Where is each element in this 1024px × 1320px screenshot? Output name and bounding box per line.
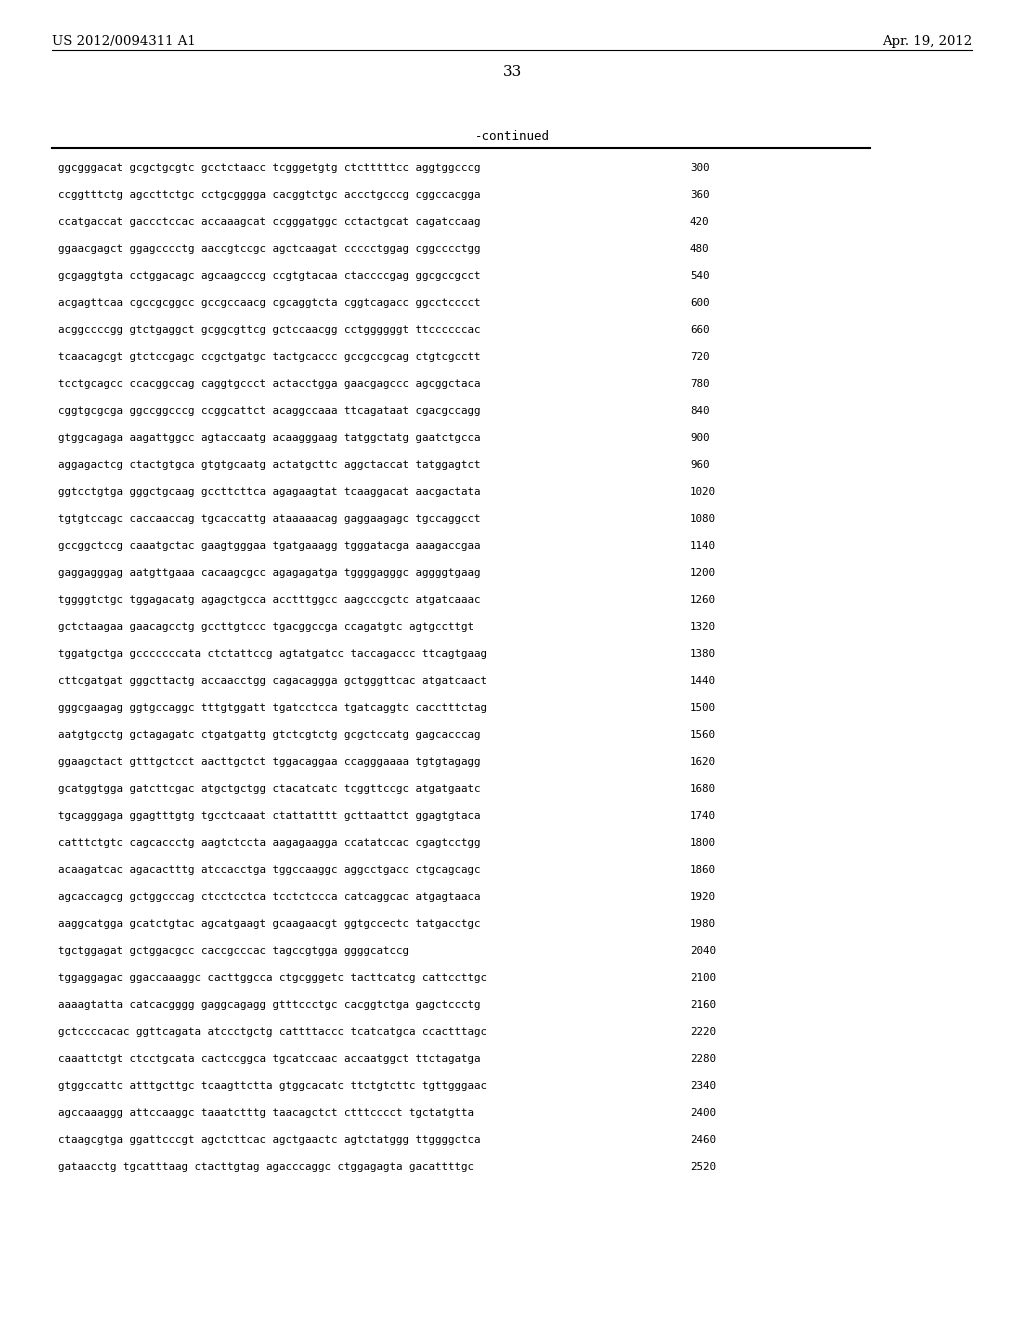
Text: 780: 780 <box>690 379 710 389</box>
Text: gctctaagaa gaacagcctg gccttgtccc tgacggccga ccagatgtc agtgccttgt: gctctaagaa gaacagcctg gccttgtccc tgacggc… <box>58 622 474 632</box>
Text: 1800: 1800 <box>690 838 716 847</box>
Text: gggcgaagag ggtgccaggc tttgtggatt tgatcctcca tgatcaggtc cacctttctag: gggcgaagag ggtgccaggc tttgtggatt tgatcct… <box>58 704 487 713</box>
Text: 2100: 2100 <box>690 973 716 983</box>
Text: 1020: 1020 <box>690 487 716 498</box>
Text: gccggctccg caaatgctac gaagtgggaa tgatgaaagg tgggatacga aaagaccgaa: gccggctccg caaatgctac gaagtgggaa tgatgaa… <box>58 541 480 550</box>
Text: gcgaggtgta cctggacagc agcaagcccg ccgtgtacaa ctaccccgag ggcgccgcct: gcgaggtgta cctggacagc agcaagcccg ccgtgta… <box>58 271 480 281</box>
Text: 1500: 1500 <box>690 704 716 713</box>
Text: US 2012/0094311 A1: US 2012/0094311 A1 <box>52 36 196 48</box>
Text: ggtcctgtga gggctgcaag gccttcttca agagaagtat tcaaggacat aacgactata: ggtcctgtga gggctgcaag gccttcttca agagaag… <box>58 487 480 498</box>
Text: gataacctg tgcatttaag ctacttgtag agacccaggc ctggagagta gacattttgc: gataacctg tgcatttaag ctacttgtag agacccag… <box>58 1162 474 1172</box>
Text: 960: 960 <box>690 459 710 470</box>
Text: 480: 480 <box>690 244 710 253</box>
Text: gcatggtgga gatcttcgac atgctgctgg ctacatcatc tcggttccgc atgatgaatc: gcatggtgga gatcttcgac atgctgctgg ctacatc… <box>58 784 480 795</box>
Text: acaagatcac agacactttg atccacctga tggccaaggc aggcctgacc ctgcagcagc: acaagatcac agacactttg atccacctga tggccaa… <box>58 865 480 875</box>
Text: 420: 420 <box>690 216 710 227</box>
Text: agcaccagcg gctggcccag ctcctcctca tcctctccca catcaggcac atgagtaaca: agcaccagcg gctggcccag ctcctcctca tcctctc… <box>58 892 480 902</box>
Text: 1920: 1920 <box>690 892 716 902</box>
Text: catttctgtc cagcaccctg aagtctccta aagagaagga ccatatccac cgagtcctgg: catttctgtc cagcaccctg aagtctccta aagagaa… <box>58 838 480 847</box>
Text: agccaaaggg attccaaggc taaatctttg taacagctct ctttcccct tgctatgtta: agccaaaggg attccaaggc taaatctttg taacagc… <box>58 1107 474 1118</box>
Text: tcaacagcgt gtctccgagc ccgctgatgc tactgcaccc gccgccgcag ctgtcgcctt: tcaacagcgt gtctccgagc ccgctgatgc tactgca… <box>58 352 480 362</box>
Text: 1080: 1080 <box>690 513 716 524</box>
Text: tggaggagac ggaccaaaggc cacttggcca ctgcgggetc tacttcatcg cattccttgc: tggaggagac ggaccaaaggc cacttggcca ctgcgg… <box>58 973 487 983</box>
Text: 1560: 1560 <box>690 730 716 741</box>
Text: ccggtttctg agccttctgc cctgcgggga cacggtctgc accctgcccg cggccacgga: ccggtttctg agccttctgc cctgcgggga cacggtc… <box>58 190 480 201</box>
Text: aaaagtatta catcacgggg gaggcagagg gtttccctgc cacggtctga gagctccctg: aaaagtatta catcacgggg gaggcagagg gtttccc… <box>58 1001 480 1010</box>
Text: tcctgcagcc ccacggccag caggtgccct actacctgga gaacgagccc agcggctaca: tcctgcagcc ccacggccag caggtgccct actacct… <box>58 379 480 389</box>
Text: ggaacgagct ggagcccctg aaccgtccgc agctcaagat ccccctggag cggcccctgg: ggaacgagct ggagcccctg aaccgtccgc agctcaa… <box>58 244 480 253</box>
Text: 840: 840 <box>690 407 710 416</box>
Text: tgtgtccagc caccaaccag tgcaccattg ataaaaacag gaggaagagc tgccaggcct: tgtgtccagc caccaaccag tgcaccattg ataaaaa… <box>58 513 480 524</box>
Text: 1680: 1680 <box>690 784 716 795</box>
Text: 2040: 2040 <box>690 946 716 956</box>
Text: 2520: 2520 <box>690 1162 716 1172</box>
Text: 1620: 1620 <box>690 756 716 767</box>
Text: 1320: 1320 <box>690 622 716 632</box>
Text: 300: 300 <box>690 162 710 173</box>
Text: gtggcagaga aagattggcc agtaccaatg acaagggaag tatggctatg gaatctgcca: gtggcagaga aagattggcc agtaccaatg acaaggg… <box>58 433 480 444</box>
Text: Apr. 19, 2012: Apr. 19, 2012 <box>882 36 972 48</box>
Text: 2340: 2340 <box>690 1081 716 1092</box>
Text: 2400: 2400 <box>690 1107 716 1118</box>
Text: acggccccgg gtctgaggct gcggcgttcg gctccaacgg cctggggggt ttccccccac: acggccccgg gtctgaggct gcggcgttcg gctccaa… <box>58 325 480 335</box>
Text: acgagttcaa cgccgcggcc gccgccaacg cgcaggtcta cggtcagacc ggcctcccct: acgagttcaa cgccgcggcc gccgccaacg cgcaggt… <box>58 298 480 308</box>
Text: 2160: 2160 <box>690 1001 716 1010</box>
Text: 2280: 2280 <box>690 1053 716 1064</box>
Text: gctccccacac ggttcagata atccctgctg cattttaccc tcatcatgca ccactttagc: gctccccacac ggttcagata atccctgctg catttt… <box>58 1027 487 1038</box>
Text: 1140: 1140 <box>690 541 716 550</box>
Text: 2460: 2460 <box>690 1135 716 1144</box>
Text: ccatgaccat gaccctccac accaaagcat ccgggatggc cctactgcat cagatccaag: ccatgaccat gaccctccac accaaagcat ccgggat… <box>58 216 480 227</box>
Text: tgctggagat gctggacgcc caccgcccac tagccgtgga ggggcatccg: tgctggagat gctggacgcc caccgcccac tagccgt… <box>58 946 409 956</box>
Text: 720: 720 <box>690 352 710 362</box>
Text: ggcgggacat gcgctgcgtc gcctctaacc tcgggetgtg ctctttttcc aggtggcccg: ggcgggacat gcgctgcgtc gcctctaacc tcggget… <box>58 162 480 173</box>
Text: 360: 360 <box>690 190 710 201</box>
Text: cttcgatgat gggcttactg accaacctgg cagacaggga gctgggttcac atgatcaact: cttcgatgat gggcttactg accaacctgg cagacag… <box>58 676 487 686</box>
Text: tgcagggaga ggagtttgtg tgcctcaaat ctattatttt gcttaattct ggagtgtaca: tgcagggaga ggagtttgtg tgcctcaaat ctattat… <box>58 810 480 821</box>
Text: 2220: 2220 <box>690 1027 716 1038</box>
Text: 1200: 1200 <box>690 568 716 578</box>
Text: ggaagctact gtttgctcct aacttgctct tggacaggaa ccagggaaaa tgtgtagagg: ggaagctact gtttgctcct aacttgctct tggacag… <box>58 756 480 767</box>
Text: -continued: -continued <box>474 129 550 143</box>
Text: gaggagggag aatgttgaaa cacaagcgcc agagagatga tggggagggc aggggtgaag: gaggagggag aatgttgaaa cacaagcgcc agagaga… <box>58 568 480 578</box>
Text: 600: 600 <box>690 298 710 308</box>
Text: 1440: 1440 <box>690 676 716 686</box>
Text: aatgtgcctg gctagagatc ctgatgattg gtctcgtctg gcgctccatg gagcacccag: aatgtgcctg gctagagatc ctgatgattg gtctcgt… <box>58 730 480 741</box>
Text: 1860: 1860 <box>690 865 716 875</box>
Text: 660: 660 <box>690 325 710 335</box>
Text: 1740: 1740 <box>690 810 716 821</box>
Text: 540: 540 <box>690 271 710 281</box>
Text: aggagactcg ctactgtgca gtgtgcaatg actatgcttc aggctaccat tatggagtct: aggagactcg ctactgtgca gtgtgcaatg actatgc… <box>58 459 480 470</box>
Text: ctaagcgtga ggattcccgt agctcttcac agctgaactc agtctatggg ttggggctca: ctaagcgtga ggattcccgt agctcttcac agctgaa… <box>58 1135 480 1144</box>
Text: 1980: 1980 <box>690 919 716 929</box>
Text: caaattctgt ctcctgcata cactccggca tgcatccaac accaatggct ttctagatga: caaattctgt ctcctgcata cactccggca tgcatcc… <box>58 1053 480 1064</box>
Text: 1380: 1380 <box>690 649 716 659</box>
Text: tggatgctga gcccccccata ctctattccg agtatgatcc taccagaccc ttcagtgaag: tggatgctga gcccccccata ctctattccg agtatg… <box>58 649 487 659</box>
Text: cggtgcgcga ggccggcccg ccggcattct acaggccaaa ttcagataat cgacgccagg: cggtgcgcga ggccggcccg ccggcattct acaggcc… <box>58 407 480 416</box>
Text: 33: 33 <box>503 65 521 79</box>
Text: gtggccattc atttgcttgc tcaagttctta gtggcacatc ttctgtcttc tgttgggaac: gtggccattc atttgcttgc tcaagttctta gtggca… <box>58 1081 487 1092</box>
Text: tggggtctgc tggagacatg agagctgcca acctttggcc aagcccgctc atgatcaaac: tggggtctgc tggagacatg agagctgcca acctttg… <box>58 595 480 605</box>
Text: 900: 900 <box>690 433 710 444</box>
Text: aaggcatgga gcatctgtac agcatgaagt gcaagaacgt ggtgccectc tatgacctgc: aaggcatgga gcatctgtac agcatgaagt gcaagaa… <box>58 919 480 929</box>
Text: 1260: 1260 <box>690 595 716 605</box>
